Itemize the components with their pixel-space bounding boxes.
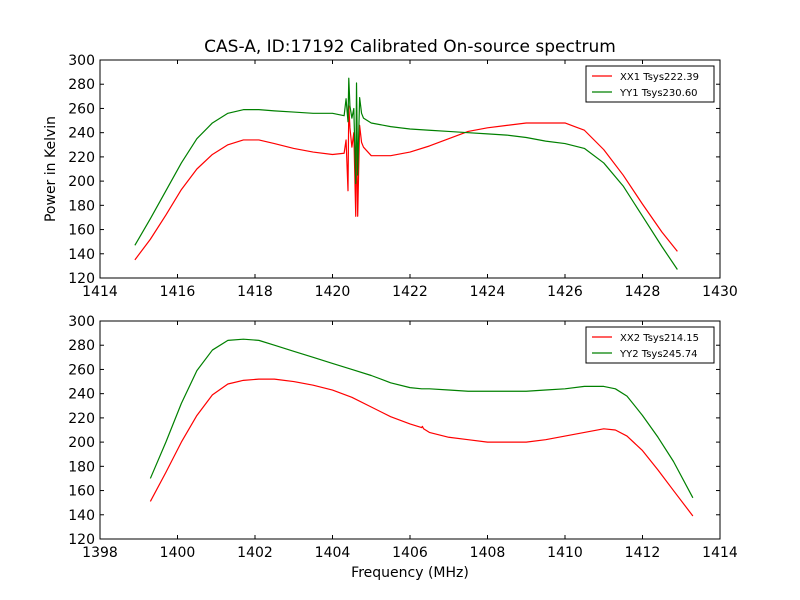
x-tick-label: 1406 xyxy=(392,545,428,561)
y-tick-label: 180 xyxy=(68,198,95,214)
y-tick-label: 280 xyxy=(68,338,95,354)
x-tick-label: 1404 xyxy=(315,545,351,561)
y-tick-label: 240 xyxy=(68,126,95,142)
legend-label: XX2 Tsys214.15 xyxy=(620,333,699,344)
legend-label: XX1 Tsys222.39 xyxy=(620,72,699,83)
series-line-yy1 xyxy=(134,77,678,270)
x-tick-label: 1414 xyxy=(702,545,738,561)
x-tick-label: 1402 xyxy=(237,545,273,561)
x-tick-label: 1430 xyxy=(702,284,738,300)
y-tick-label: 220 xyxy=(68,411,95,427)
legend: XX2 Tsys214.15 YY2 Tsys245.74 xyxy=(585,326,715,364)
x-tick-label: 1426 xyxy=(547,284,583,300)
x-tick-label: 1414 xyxy=(82,284,118,300)
figure-title: CAS-A, ID:17192 Calibrated On-source spe… xyxy=(204,37,616,57)
y-tick-label: 300 xyxy=(68,53,95,69)
x-tick-label: 1420 xyxy=(315,284,351,300)
series-line-xx2 xyxy=(149,378,694,517)
y-tick-label: 200 xyxy=(68,435,95,451)
y-tick-label: 180 xyxy=(68,459,95,475)
y-axis-label: Power in Kelvin xyxy=(43,116,59,222)
y-tick-label: 280 xyxy=(68,77,95,93)
y-tick-label: 260 xyxy=(68,101,95,117)
y-tick-label: 140 xyxy=(68,247,95,263)
x-tick-label: 1428 xyxy=(625,284,661,300)
series-line-yy2 xyxy=(149,338,694,499)
y-tick-label: 160 xyxy=(68,484,95,500)
y-tick-label: 260 xyxy=(68,362,95,378)
y-tick-label: 220 xyxy=(68,150,95,166)
y-tick-label: 160 xyxy=(68,223,95,239)
legend-label: YY1 Tsys230.60 xyxy=(619,88,698,99)
x-tick-label: 1424 xyxy=(470,284,506,300)
top-panel: 1414 1416 1418 1420 1422 1424 1426 1428 1430 120 1… xyxy=(43,53,738,300)
y-tick-label: 120 xyxy=(68,271,95,287)
y-tick-label: 140 xyxy=(68,508,95,524)
legend-label: YY2 Tsys245.74 xyxy=(619,349,698,360)
legend: XX1 Tsys222.39 YY1 Tsys230.60 xyxy=(585,65,715,103)
y-tick-label: 200 xyxy=(68,174,95,190)
x-tick-label: 1416 xyxy=(160,284,196,300)
y-tick-label: 120 xyxy=(68,532,95,548)
y-tick-label: 240 xyxy=(68,387,95,403)
x-axis-label: Frequency (MHz) xyxy=(351,565,469,581)
x-tick-label: 1398 xyxy=(82,545,118,561)
x-tick-label: 1418 xyxy=(237,284,273,300)
x-tick-label: 1422 xyxy=(392,284,428,300)
y-tick-label: 300 xyxy=(68,314,95,330)
x-tick-label: 1400 xyxy=(160,545,196,561)
bottom-panel: 1398 1400 1402 1404 1406 1408 1410 1412 1414 120 1… xyxy=(68,314,738,581)
x-tick-label: 1408 xyxy=(470,545,506,561)
x-tick-label: 1412 xyxy=(625,545,661,561)
x-tick-label: 1410 xyxy=(547,545,583,561)
